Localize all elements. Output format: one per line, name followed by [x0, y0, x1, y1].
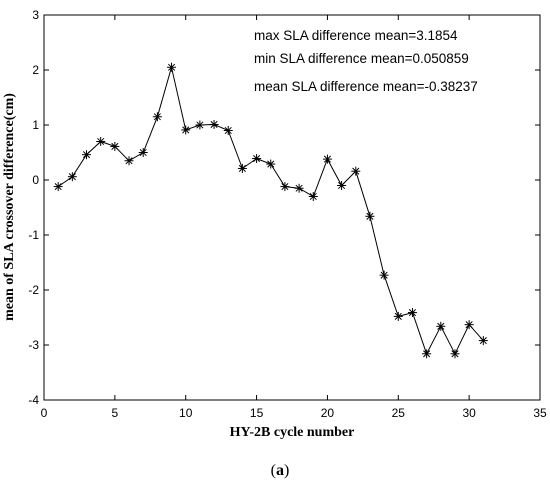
data-point-marker: [209, 119, 219, 129]
x-tick-label: 15: [250, 406, 264, 420]
y-tick-label: 0: [32, 173, 39, 187]
data-point-marker: [294, 183, 304, 193]
data-point-marker: [407, 308, 417, 318]
data-point-marker: [167, 62, 177, 72]
data-point-marker: [337, 181, 347, 190]
series-marker-layer: [53, 62, 488, 359]
x-tick-label: 30: [462, 406, 476, 420]
x-tick-label: 25: [392, 406, 406, 420]
y-tick-label: -3: [28, 338, 39, 352]
figure-label: (a): [271, 462, 290, 479]
data-point-marker: [393, 311, 403, 321]
annotation-mean: mean SLA difference mean=-0.38237: [254, 79, 478, 94]
y-tick-label: 1: [32, 118, 39, 132]
data-point-marker: [308, 192, 318, 201]
y-tick-label: -4: [28, 393, 39, 407]
data-point-marker: [365, 211, 375, 221]
x-tick-label: 0: [41, 406, 48, 420]
data-point-marker: [436, 321, 446, 331]
data-point-marker: [96, 137, 106, 146]
x-tick-label: 20: [321, 406, 335, 420]
x-tick-label: 10: [179, 406, 193, 420]
data-point-marker: [237, 163, 247, 173]
y-tick-label: -2: [28, 283, 39, 297]
data-point-marker: [152, 112, 162, 122]
annotation-max: max SLA difference mean=3.1854: [254, 28, 458, 43]
data-point-marker: [53, 182, 63, 192]
data-point-marker: [266, 159, 276, 169]
data-point-marker: [223, 126, 233, 135]
data-point-marker: [379, 270, 389, 280]
data-point-marker: [280, 182, 290, 192]
data-point-marker: [450, 349, 460, 359]
x-tick-label: 5: [112, 406, 119, 420]
y-tick-label: -1: [28, 228, 39, 242]
y-axis-label: mean of SLA crossover difference(cm): [2, 93, 17, 321]
y-tick-label: 3: [32, 8, 39, 22]
annotation-min: min SLA difference mean=0.050859: [254, 51, 469, 66]
data-point-marker: [464, 320, 474, 330]
data-point-marker: [124, 156, 134, 166]
data-point-marker: [82, 150, 92, 160]
data-point-marker: [422, 349, 432, 359]
data-point-marker: [252, 154, 262, 164]
x-axis-label: HY-2B cycle number: [230, 425, 355, 440]
data-point-marker: [138, 148, 148, 157]
data-point-marker: [195, 120, 205, 130]
data-point-marker: [322, 154, 332, 164]
x-tick-label: 35: [533, 406, 547, 420]
data-point-marker: [110, 141, 120, 151]
data-point-marker: [181, 125, 191, 135]
y-tick-label: 2: [32, 63, 39, 77]
plot-area: [43, 14, 541, 401]
data-point-marker: [351, 166, 361, 176]
data-point-marker: [478, 336, 488, 346]
data-point-marker: [67, 172, 77, 182]
